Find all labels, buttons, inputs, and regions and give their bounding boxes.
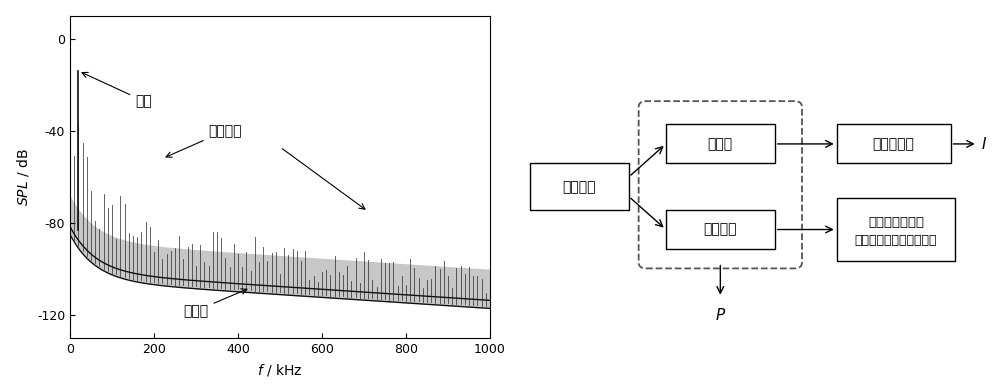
Text: 声信号谱: 声信号谱 bbox=[562, 180, 596, 194]
Text: 其他形式的能量: 其他形式的能量 bbox=[868, 216, 924, 229]
Text: 基频: 基频 bbox=[82, 72, 152, 108]
Bar bbox=[666, 210, 775, 249]
Text: 空化泡破灯: 空化泡破灯 bbox=[873, 137, 915, 151]
Bar bbox=[837, 198, 955, 261]
X-axis label: $f$ / kHz: $f$ / kHz bbox=[257, 362, 303, 378]
Text: 连续谱: 连续谱 bbox=[183, 289, 247, 318]
Bar bbox=[666, 124, 775, 163]
Bar bbox=[837, 124, 950, 163]
Text: （气泡振荡、热效应等）: （气泡振荡、热效应等） bbox=[855, 234, 937, 247]
Text: 连续谱: 连续谱 bbox=[708, 137, 733, 151]
Text: 谐波分量: 谐波分量 bbox=[704, 223, 737, 237]
Text: $P$: $P$ bbox=[715, 307, 726, 323]
Bar bbox=[530, 163, 629, 210]
FancyBboxPatch shape bbox=[639, 101, 802, 268]
Y-axis label: $SPL$ / dB: $SPL$ / dB bbox=[15, 148, 31, 206]
Text: $I$: $I$ bbox=[981, 136, 987, 152]
Text: 谐波分量: 谐波分量 bbox=[166, 124, 242, 157]
